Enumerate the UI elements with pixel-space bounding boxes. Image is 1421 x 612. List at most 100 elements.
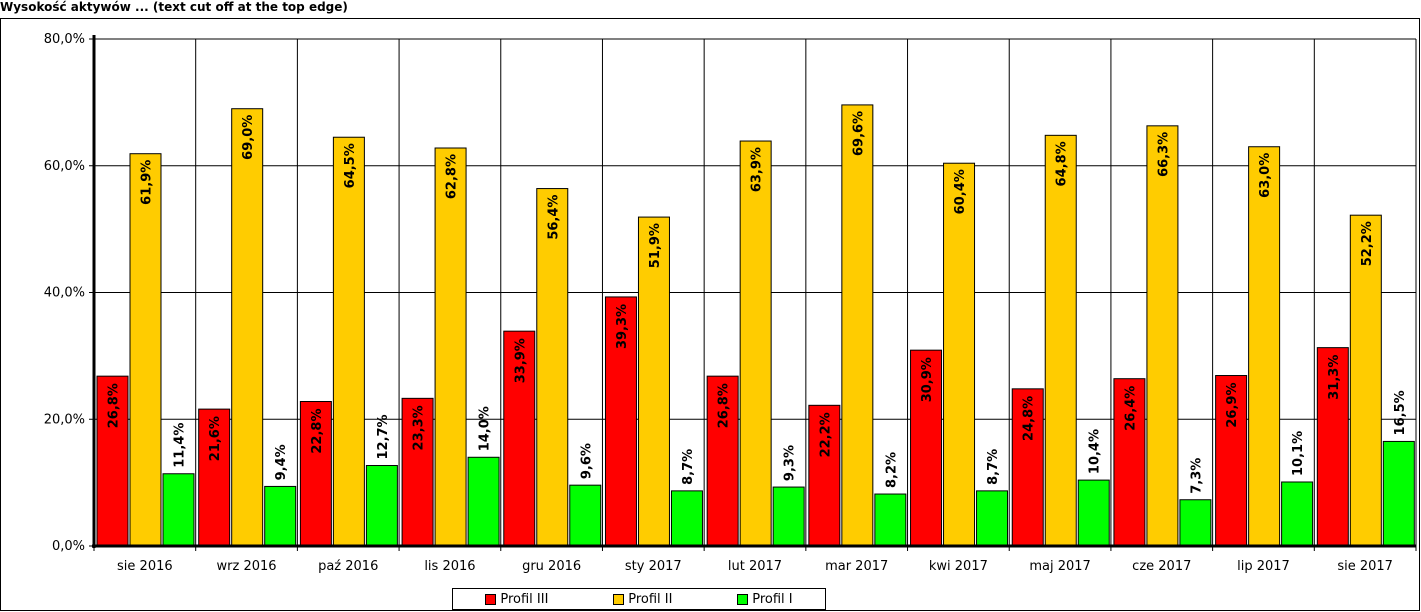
x-tick-label: wrz 2016 [217,559,277,574]
x-tick-label: paź 2016 [318,559,378,574]
data-label: 21,6% [208,416,223,461]
bar [1215,375,1248,547]
data-label: 26,8% [717,383,732,428]
bar [910,349,943,547]
bar [264,485,297,547]
data-label: 39,3% [615,304,630,349]
legend-item: Profil II [613,592,672,607]
x-tick-label: gru 2016 [522,559,581,574]
bar [1248,146,1281,547]
x-tick-label: sty 2017 [625,559,682,574]
data-label: 11,4% [173,423,188,468]
bar [1281,481,1314,547]
data-label: 9,4% [274,444,289,480]
y-tick-label: 40,0% [44,286,85,301]
y-tick-label: 60,0% [44,159,85,174]
chart-frame: 0,0% 20,0% 40,0% 60,0% 80,0% 26,8% 61,9% 11,4% 2… [0,18,1420,611]
data-label: 64,5% [343,143,358,188]
bar [670,490,703,547]
y-tick-label: 0,0% [52,539,85,554]
data-label: 24,8% [1022,396,1037,441]
bar [467,456,500,547]
data-label: 8,7% [986,449,1001,485]
y-tick-label: 80,0% [44,32,85,47]
data-label: 26,8% [107,383,122,428]
data-label: 22,2% [818,412,833,457]
x-tick-label: lip 2017 [1237,559,1290,574]
legend-label: Profil I [752,591,793,607]
data-label: 16,5% [1393,390,1408,435]
bar [943,162,976,547]
bar [874,493,907,547]
data-label: 63,0% [1258,153,1273,198]
bar [569,484,602,547]
data-label: 7,3% [1189,458,1204,494]
data-label: 56,4% [546,195,561,240]
bar [1349,214,1382,547]
data-label: 23,3% [412,405,427,450]
data-label: 60,4% [953,169,968,214]
bar [1382,440,1415,547]
x-tick-label: lis 2016 [424,559,475,574]
data-label: 26,9% [1225,383,1240,428]
bar [365,465,398,547]
bar [841,104,874,547]
y-tick-label: 20,0% [44,412,85,427]
bar [129,153,162,547]
x-tick-label: kwi 2017 [929,559,988,574]
x-tick-label: sie 2016 [117,559,173,574]
bar [401,397,434,547]
data-label: 26,4% [1123,386,1138,431]
x-tick-label: sie 2017 [1337,559,1393,574]
data-label: 9,3% [783,445,798,481]
data-label: 33,9% [513,338,528,383]
bar [1316,347,1349,547]
bar [299,401,332,547]
legend-label: Profil III [500,591,549,607]
x-tick-label: lut 2017 [728,559,782,574]
data-label: 12,7% [376,414,391,459]
data-label: 8,7% [681,449,696,485]
data-label: 51,9% [648,223,663,268]
bar [1146,125,1179,547]
data-label: 30,9% [920,357,935,402]
bar [604,296,637,547]
bar [1077,479,1110,547]
legend-swatch [613,593,625,605]
data-label: 10,4% [1088,429,1103,474]
data-label: 61,9% [140,160,155,205]
bar [808,404,841,547]
data-label: 31,3% [1327,355,1342,400]
bar [162,473,195,547]
data-label: 63,9% [750,147,765,192]
bar [434,147,467,547]
bar [739,140,772,547]
legend-item: Profil I [737,591,793,607]
data-label: 69,0% [241,115,256,160]
legend-item: Profil III [485,592,548,607]
bar [332,136,365,547]
data-label: 64,8% [1055,141,1070,186]
x-tick-label: cze 2017 [1132,559,1191,574]
data-label: 69,6% [851,111,866,156]
bar [1179,499,1212,547]
data-label: 14,0% [478,406,493,451]
legend: Profil III Profil II Profil I [452,588,826,610]
data-label: 8,2% [884,452,899,488]
x-tick-label: maj 2017 [1029,559,1090,574]
chart-title: Wysokość aktywów ... (text cut off at th… [0,0,348,14]
data-label: 62,8% [445,154,460,199]
data-label: 10,1% [1291,431,1306,476]
legend-label: Profil II [628,591,673,607]
data-label: 22,8% [310,409,325,454]
bar [536,188,569,547]
bar [1011,388,1044,547]
bar [1113,378,1146,547]
legend-swatch [485,593,497,605]
data-label: 52,2% [1360,221,1375,266]
bar [976,490,1009,547]
bar [706,375,739,547]
legend-swatch [737,593,749,605]
data-label: 66,3% [1156,132,1171,177]
bar [231,108,264,547]
